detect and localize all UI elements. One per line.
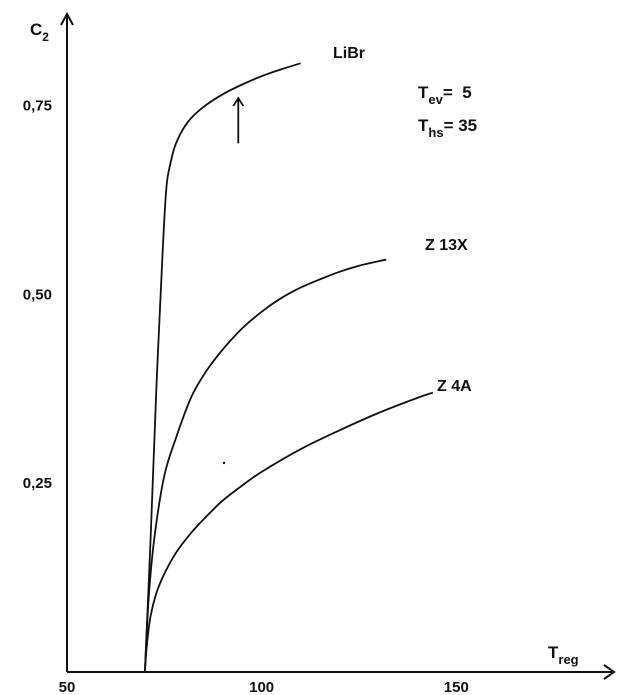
y-axis-arrow <box>60 11 74 26</box>
curves <box>144 62 434 673</box>
y-tick-labels: 0,25 0,50 0,75 <box>23 98 52 493</box>
x-tick-labels: 50 100 150 <box>59 679 469 695</box>
arrow-marker <box>232 96 245 144</box>
x-tick-label: 150 <box>444 679 469 695</box>
x-axis-arrow <box>603 664 616 680</box>
annotation-tev: Tev= 5 <box>418 83 472 107</box>
annotation-ths: Ths= 35 <box>418 116 477 140</box>
series-line-z-13x <box>144 258 387 673</box>
y-tick-label: 0,25 <box>23 475 52 492</box>
series-labels: LiBr Z 13X Z 4A <box>333 45 472 395</box>
series-line-z-4a <box>144 391 434 673</box>
series-label: Z 4A <box>437 378 472 395</box>
y-axis-title: C2 <box>30 20 49 44</box>
x-tick-label: 100 <box>249 679 274 695</box>
x-axis-title: Treg <box>548 643 579 667</box>
y-tick-label: 0,50 <box>23 286 52 303</box>
series-label: Z 13X <box>425 237 468 254</box>
y-tick-label: 0,75 <box>23 98 52 115</box>
arrow-marker-head <box>232 96 245 107</box>
stray-dot <box>222 461 226 465</box>
series-line-libr <box>144 62 301 673</box>
series-label: LiBr <box>333 45 365 62</box>
x-tick-label: 50 <box>59 679 76 695</box>
